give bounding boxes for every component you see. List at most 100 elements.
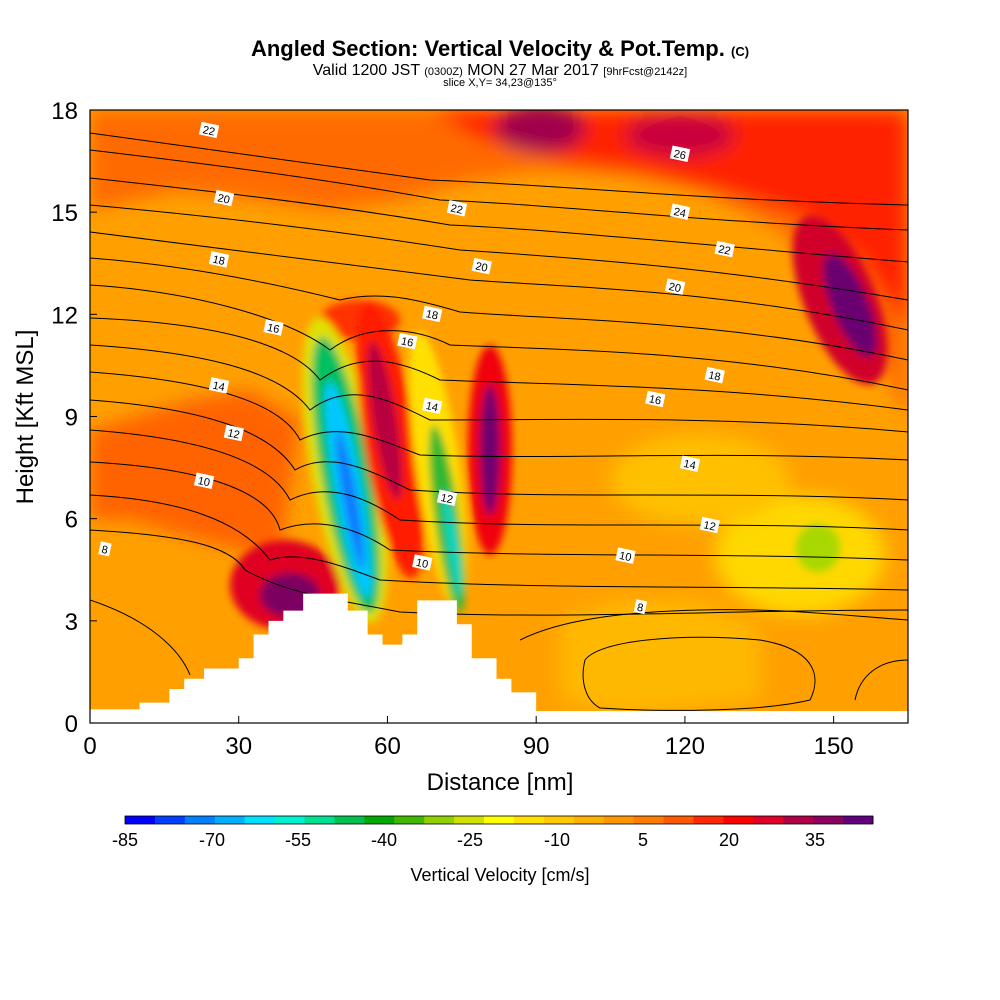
theta-contour xyxy=(582,636,816,711)
field-east-purple xyxy=(823,253,877,357)
contour-label: 10 xyxy=(412,554,433,571)
theta-contour xyxy=(90,177,908,263)
colorbar-swatch xyxy=(154,816,186,824)
theta-contour xyxy=(90,461,908,561)
contour-label: 22 xyxy=(446,200,468,217)
colorbar-tick-label: -85 xyxy=(112,830,138,850)
colorbar-swatch xyxy=(543,816,575,824)
contour-label-text: 14 xyxy=(425,400,439,414)
contour-label: 24 xyxy=(669,203,691,220)
contour-label: 26 xyxy=(669,145,691,162)
contour-label: 20 xyxy=(471,257,492,275)
slice-label: slice X,Y= 34,23@135° xyxy=(443,77,557,89)
contour-label-bg xyxy=(714,240,735,258)
contour-label: 14 xyxy=(422,397,443,414)
title-unit: (C) xyxy=(731,44,750,59)
contour-label-text: 16 xyxy=(400,335,414,349)
contour-label-bg xyxy=(633,599,648,615)
theta-contour xyxy=(90,529,908,616)
theta-contour xyxy=(90,132,908,206)
y-tick-label: 15 xyxy=(51,200,78,227)
x-tick-label: 150 xyxy=(814,733,854,760)
theta-contour xyxy=(854,659,908,701)
theta-contour xyxy=(90,231,908,331)
contour-label-bg xyxy=(198,121,220,139)
contour-label: 14 xyxy=(679,455,701,472)
x-tick-label: 60 xyxy=(374,733,401,760)
field-upper-red xyxy=(430,110,908,330)
contour-label: 8 xyxy=(98,541,112,557)
contour-labels: 22 20 18 16 14 12 10 8 26 24 22 22 20 20 18 18 16 16 14 14 1… xyxy=(98,121,735,615)
contour-label-text: 18 xyxy=(425,308,439,322)
field-broad-regions xyxy=(90,110,908,715)
contour-label: 18 xyxy=(208,251,230,268)
theta-contour xyxy=(90,149,908,231)
contour-label: 20 xyxy=(664,278,686,295)
y-tick-label: 9 xyxy=(65,405,78,432)
contour-label-text: 18 xyxy=(707,369,721,383)
colorbar-swatch xyxy=(424,816,455,824)
colorbar-swatch xyxy=(513,816,545,824)
x-tick-label: 0 xyxy=(83,733,96,760)
contour-label-bg xyxy=(669,203,691,220)
east-updraft-core xyxy=(480,385,500,515)
contour-label: 12 xyxy=(436,489,458,506)
contour-label-bg xyxy=(98,541,112,557)
chart-subtitle: Valid 1200 JST (0300Z) MON 27 Mar 2017 [… xyxy=(0,62,1000,80)
colorbar-tick-label: -55 xyxy=(285,830,311,850)
colorbar-tick-label: -25 xyxy=(457,830,483,850)
contour-label-bg xyxy=(699,516,720,534)
x-axis: 0 30 60 90 120 150 xyxy=(83,716,854,760)
colorbar-swatch xyxy=(633,816,665,824)
colorbar-swatch xyxy=(813,816,844,824)
colorbar-swatch xyxy=(484,816,515,824)
theta-contour xyxy=(90,494,908,591)
contour-label-text: 24 xyxy=(673,206,687,220)
contour-label-bg xyxy=(422,305,443,323)
colorbar-swatch xyxy=(184,816,216,824)
contour-label-bg xyxy=(263,319,284,336)
contour-label-bg xyxy=(208,377,230,394)
contour-label-bg xyxy=(213,189,235,207)
y-tick-label: 18 xyxy=(51,98,78,125)
colorbar-swatch xyxy=(663,816,694,824)
colorbar-swatch xyxy=(304,816,335,824)
colorbar-swatch xyxy=(723,816,754,824)
theta-contour xyxy=(90,344,908,433)
contour-label: 22 xyxy=(714,240,735,258)
contour-label-text: 10 xyxy=(618,550,632,564)
colorbar-swatch xyxy=(244,816,276,824)
theta-contour xyxy=(90,204,908,301)
y-tick-label: 12 xyxy=(51,302,78,329)
contour-label-bg xyxy=(679,455,701,472)
colorbar-swatch xyxy=(573,816,605,824)
contour-label: 12 xyxy=(699,516,720,534)
subtitle-valid: Valid 1200 JST xyxy=(312,62,420,79)
contour-label-text: 12 xyxy=(439,492,453,506)
contour-label-text: 14 xyxy=(682,458,696,472)
contour-label-bg xyxy=(397,332,418,350)
colorbar-swatch xyxy=(454,816,485,824)
colorbar-swatch xyxy=(214,816,246,824)
theta-contour xyxy=(90,257,908,361)
contour-label-text: 12 xyxy=(702,519,716,533)
subtitle-zulu: (0300Z) xyxy=(424,66,463,78)
contour-label-bg xyxy=(704,366,725,384)
colorbar: -85 -70 -55 -40 -25 -10 5 20 35 xyxy=(112,815,874,850)
contour-label-bg xyxy=(446,200,468,217)
contour-label-bg xyxy=(436,489,458,506)
colorbar-tick-label: 35 xyxy=(805,830,825,850)
contour-label-text: 20 xyxy=(216,192,230,206)
colorbar-swatch xyxy=(364,816,395,824)
contour-label-text: 16 xyxy=(266,322,280,336)
contour-label: 12 xyxy=(223,424,245,442)
y-tick-label: 0 xyxy=(65,711,78,738)
contour-label: 20 xyxy=(213,189,235,207)
contour-label: 10 xyxy=(615,547,636,564)
colorbar-swatch xyxy=(125,816,156,824)
contour-label: 18 xyxy=(704,366,725,384)
contour-label-bg xyxy=(615,547,636,564)
contour-label: 10 xyxy=(193,472,215,489)
contour-label-text: 16 xyxy=(648,393,662,407)
